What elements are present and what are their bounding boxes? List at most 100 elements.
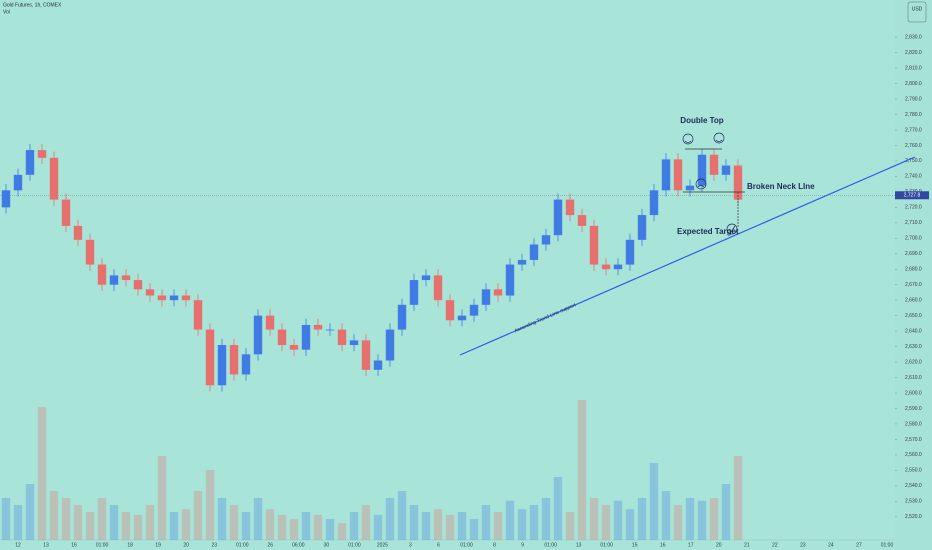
candle-body — [217, 345, 227, 386]
volume-bar — [625, 509, 635, 540]
volume-bar — [385, 498, 395, 540]
volume-bar — [13, 505, 23, 540]
x-tick-label: 17 — [688, 542, 694, 548]
y-tick-label: 2,530.0 — [905, 499, 922, 505]
price-axis-bg — [895, 0, 932, 550]
candle-body — [433, 275, 443, 301]
volume-bar — [157, 456, 167, 540]
y-tick-label: 2,750.0 — [905, 158, 922, 164]
volume-bar — [589, 498, 599, 540]
price-label: 2,727.8 — [904, 193, 921, 199]
volume-bar — [637, 498, 647, 540]
candle-body — [205, 329, 215, 386]
x-tick-label: 9 — [521, 542, 524, 548]
x-tick-label: 6 — [437, 542, 440, 548]
volume-bar — [49, 491, 59, 540]
candle-body — [289, 345, 299, 350]
volume-bar — [673, 505, 683, 540]
candle-body — [673, 159, 683, 191]
candle-body — [553, 199, 563, 236]
candle-body — [457, 315, 467, 321]
candle-body — [493, 289, 503, 296]
candle-body — [361, 340, 371, 370]
volume-bar — [397, 491, 407, 540]
candle-body — [37, 150, 47, 158]
candle-body — [685, 185, 695, 191]
chart-title: Gold Futures, 1h, COMEX — [3, 2, 62, 8]
y-tick-label: 2,800.0 — [905, 81, 922, 87]
x-tick-label: 01:00 — [348, 542, 361, 548]
y-tick-label: 2,580.0 — [905, 421, 922, 427]
candle-body — [373, 360, 383, 370]
volume-bar — [529, 505, 539, 540]
y-tick-label: 2,740.0 — [905, 174, 922, 180]
x-tick-label: 01:00 — [236, 542, 249, 548]
volume-bar — [145, 505, 155, 540]
volume-bar — [349, 512, 359, 540]
candle-body — [385, 329, 395, 361]
currency-button[interactable] — [907, 1, 927, 23]
x-tick-label: 01:00 — [600, 542, 613, 548]
volume-bar — [109, 505, 119, 540]
volume-bar — [229, 505, 239, 540]
volume-bar — [241, 512, 251, 540]
x-tick-label: 13 — [43, 542, 49, 548]
candle-body — [169, 295, 179, 301]
x-tick-label: 3 — [409, 542, 412, 548]
volume-bar — [277, 514, 287, 540]
volume-bar — [709, 498, 719, 540]
candle-body — [13, 174, 23, 191]
x-tick-label: 30 — [324, 542, 330, 548]
candle-body — [541, 235, 551, 245]
volume-bar — [445, 514, 455, 540]
volume-bar — [121, 512, 131, 540]
volume-bar — [733, 456, 743, 540]
candle-body — [601, 264, 611, 270]
candle-body — [445, 300, 455, 321]
volume-bar — [193, 491, 203, 540]
volume-bar — [85, 512, 95, 540]
volume-bar — [685, 498, 695, 540]
candle-body — [325, 329, 335, 331]
x-tick-label: 20 — [716, 542, 722, 548]
y-tick-label: 2,520.0 — [905, 514, 922, 520]
volume-bar — [73, 505, 83, 540]
candle-body — [229, 345, 239, 375]
volume-bar — [613, 500, 623, 540]
y-tick-label: 2,690.0 — [905, 251, 922, 257]
volume-bar — [133, 514, 143, 540]
candle-body — [733, 165, 743, 200]
candle-body — [577, 215, 587, 226]
volume-bar — [97, 498, 107, 540]
volume-bar — [577, 400, 587, 540]
volume-bar — [337, 523, 347, 540]
x-tick-label: 2025 — [377, 542, 388, 548]
x-tick-label: 27 — [856, 542, 862, 548]
x-tick-label: 22 — [772, 542, 778, 548]
volume-bar — [481, 505, 491, 540]
volume-bar — [553, 477, 563, 540]
candle-body — [193, 300, 203, 330]
y-tick-label: 2,710.0 — [905, 220, 922, 226]
y-tick-label: 2,620.0 — [905, 359, 922, 365]
x-tick-label: 16 — [660, 542, 666, 548]
volume-bar — [493, 512, 503, 540]
candle-body — [349, 340, 359, 346]
candle-body — [241, 354, 251, 375]
volume-label: Vol — [3, 9, 10, 15]
candle-body — [313, 324, 323, 330]
volume-bar — [457, 512, 467, 540]
y-tick-label: 2,640.0 — [905, 328, 922, 334]
neck-label: Broken Neck LIne — [747, 182, 815, 191]
x-tick-label: 06:00 — [292, 542, 305, 548]
volume-bar — [373, 514, 383, 540]
candle-body — [157, 295, 167, 301]
y-tick-label: 2,630.0 — [905, 344, 922, 350]
y-tick-label: 2,570.0 — [905, 437, 922, 443]
y-tick-label: 2,540.0 — [905, 483, 922, 489]
volume-bar — [217, 498, 227, 540]
y-tick-label: 2,700.0 — [905, 236, 922, 242]
volume-bar — [253, 498, 263, 540]
x-tick-label: 12 — [15, 542, 21, 548]
